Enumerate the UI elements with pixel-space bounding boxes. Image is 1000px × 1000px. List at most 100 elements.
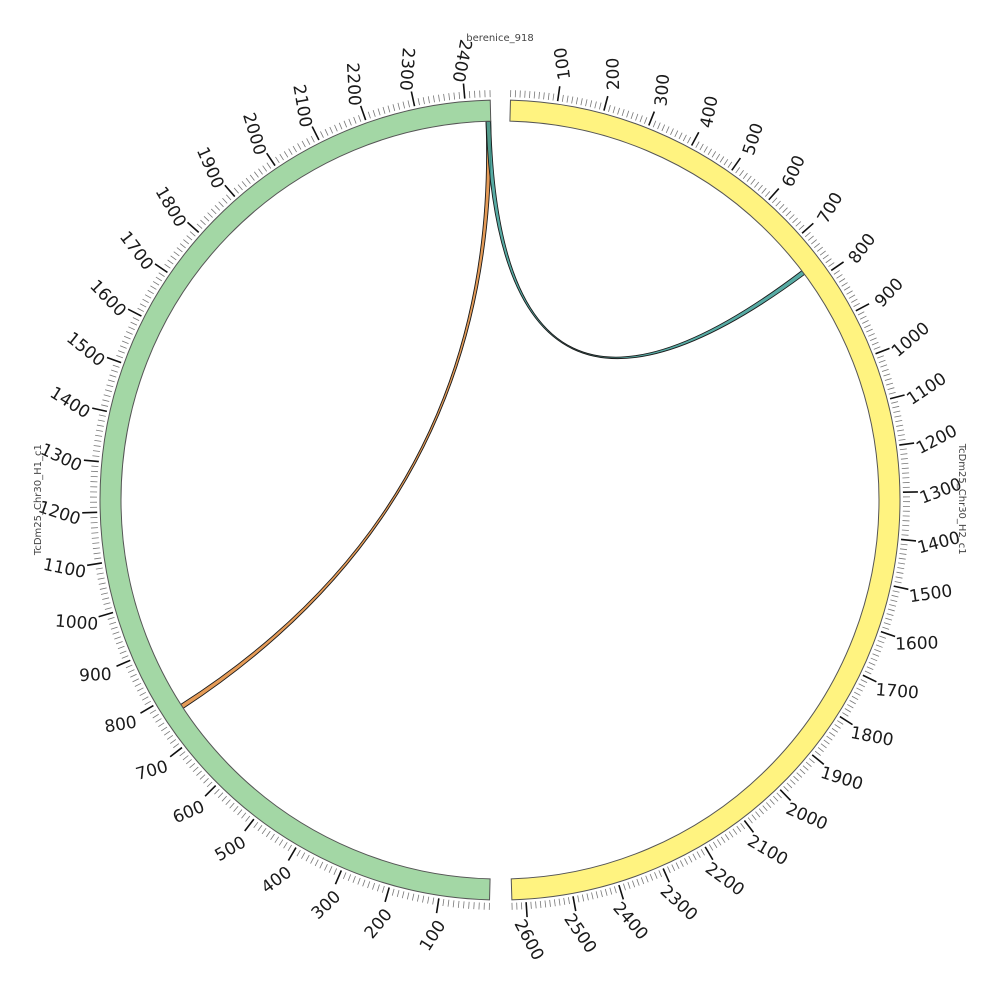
tick-label-h2: 1700 [875,680,920,703]
tick-label-h1: 1900 [192,144,228,192]
minor-tick [457,900,460,908]
minor-tick [889,604,897,607]
minor-tick [367,111,371,119]
minor-tick [871,341,879,346]
major-tick [106,356,122,364]
minor-tick [802,765,809,771]
minor-tick [788,214,795,220]
minor-tick [883,622,891,626]
minor-tick [296,849,301,857]
minor-tick [877,355,884,359]
minor-tick [667,866,671,874]
minor-tick [884,378,892,381]
tick-label-h2: 2500 [559,910,600,957]
minor-tick [898,562,906,565]
major-tick [801,222,814,234]
minor-tick [728,831,734,838]
minor-tick [849,700,856,705]
tick-label-h2: 1600 [895,633,939,654]
minor-tick [547,92,550,100]
major-tick [334,870,343,885]
minor-tick [678,132,683,140]
minor-tick [93,445,101,447]
tick-label-h2: 1400 [915,528,962,558]
minor-tick [847,704,854,709]
minor-tick [880,364,888,368]
minor-tick [427,896,430,904]
minor-tick [92,450,100,452]
minor-tick [552,93,555,101]
minor-tick [746,175,752,182]
minor-tick [782,207,788,213]
minor-tick [93,552,101,555]
major-tick [779,789,792,801]
minor-tick [103,394,111,397]
minor-tick [901,462,909,465]
minor-tick [147,289,154,295]
minor-tick [778,204,785,210]
major-tick [224,184,236,198]
major-tick [435,898,440,914]
minor-tick [868,333,875,337]
minor-tick [567,897,570,905]
minor-tick [377,108,381,116]
tick-label-h2: 2400 [608,898,651,944]
tick-label-h1: 300 [308,887,345,924]
major-tick [83,459,99,463]
minor-tick [543,92,545,100]
minor-tick [406,892,410,900]
tick-label-h2: 600 [778,153,810,191]
minor-tick [535,901,537,909]
minor-tick [324,864,328,871]
major-tick [889,394,905,400]
minor-tick [869,337,877,342]
minor-tick [814,243,820,249]
major-tick [811,754,825,765]
minor-tick [283,151,289,158]
minor-tick [892,405,900,409]
minor-tick [109,374,117,378]
minor-tick [214,788,220,795]
ticks-layer: 100 200 3004005006007008009001000110012001… [36,38,965,964]
minor-tick [853,302,860,308]
major-tick [186,221,200,233]
minor-tick [109,621,117,625]
minor-tick [245,815,251,822]
tick-label-h1: 1300 [37,440,85,477]
major-tick [116,659,131,668]
minor-tick [107,379,115,383]
minor-tick [783,786,789,792]
minor-tick [319,861,324,869]
minor-tick [764,191,771,197]
minor-tick [417,98,420,106]
major-tick [618,884,625,900]
minor-tick [262,165,268,172]
minor-tick [279,153,284,161]
tick-label-h2: 1000 [888,318,934,361]
minor-tick [448,93,451,101]
minor-tick [218,201,224,208]
minor-tick [571,96,574,104]
minor-tick [442,899,445,907]
major-tick [98,611,114,618]
major-tick [92,407,108,413]
minor-tick [183,239,190,245]
tick-label-h2: 1900 [818,763,865,795]
minor-tick [805,761,812,767]
major-tick [154,263,168,274]
minor-tick [245,177,251,184]
minor-tick [695,141,700,148]
minor-tick [894,581,902,584]
minor-tick [538,91,540,99]
minor-tick [635,113,639,121]
minor-tick [99,587,107,590]
major-tick [880,630,896,638]
major-tick [311,126,320,141]
minor-tick [233,187,239,194]
minor-tick [775,200,781,207]
minor-tick [292,145,297,153]
minor-tick [808,758,815,764]
major-tick [572,896,577,912]
links-layer [180,120,806,709]
